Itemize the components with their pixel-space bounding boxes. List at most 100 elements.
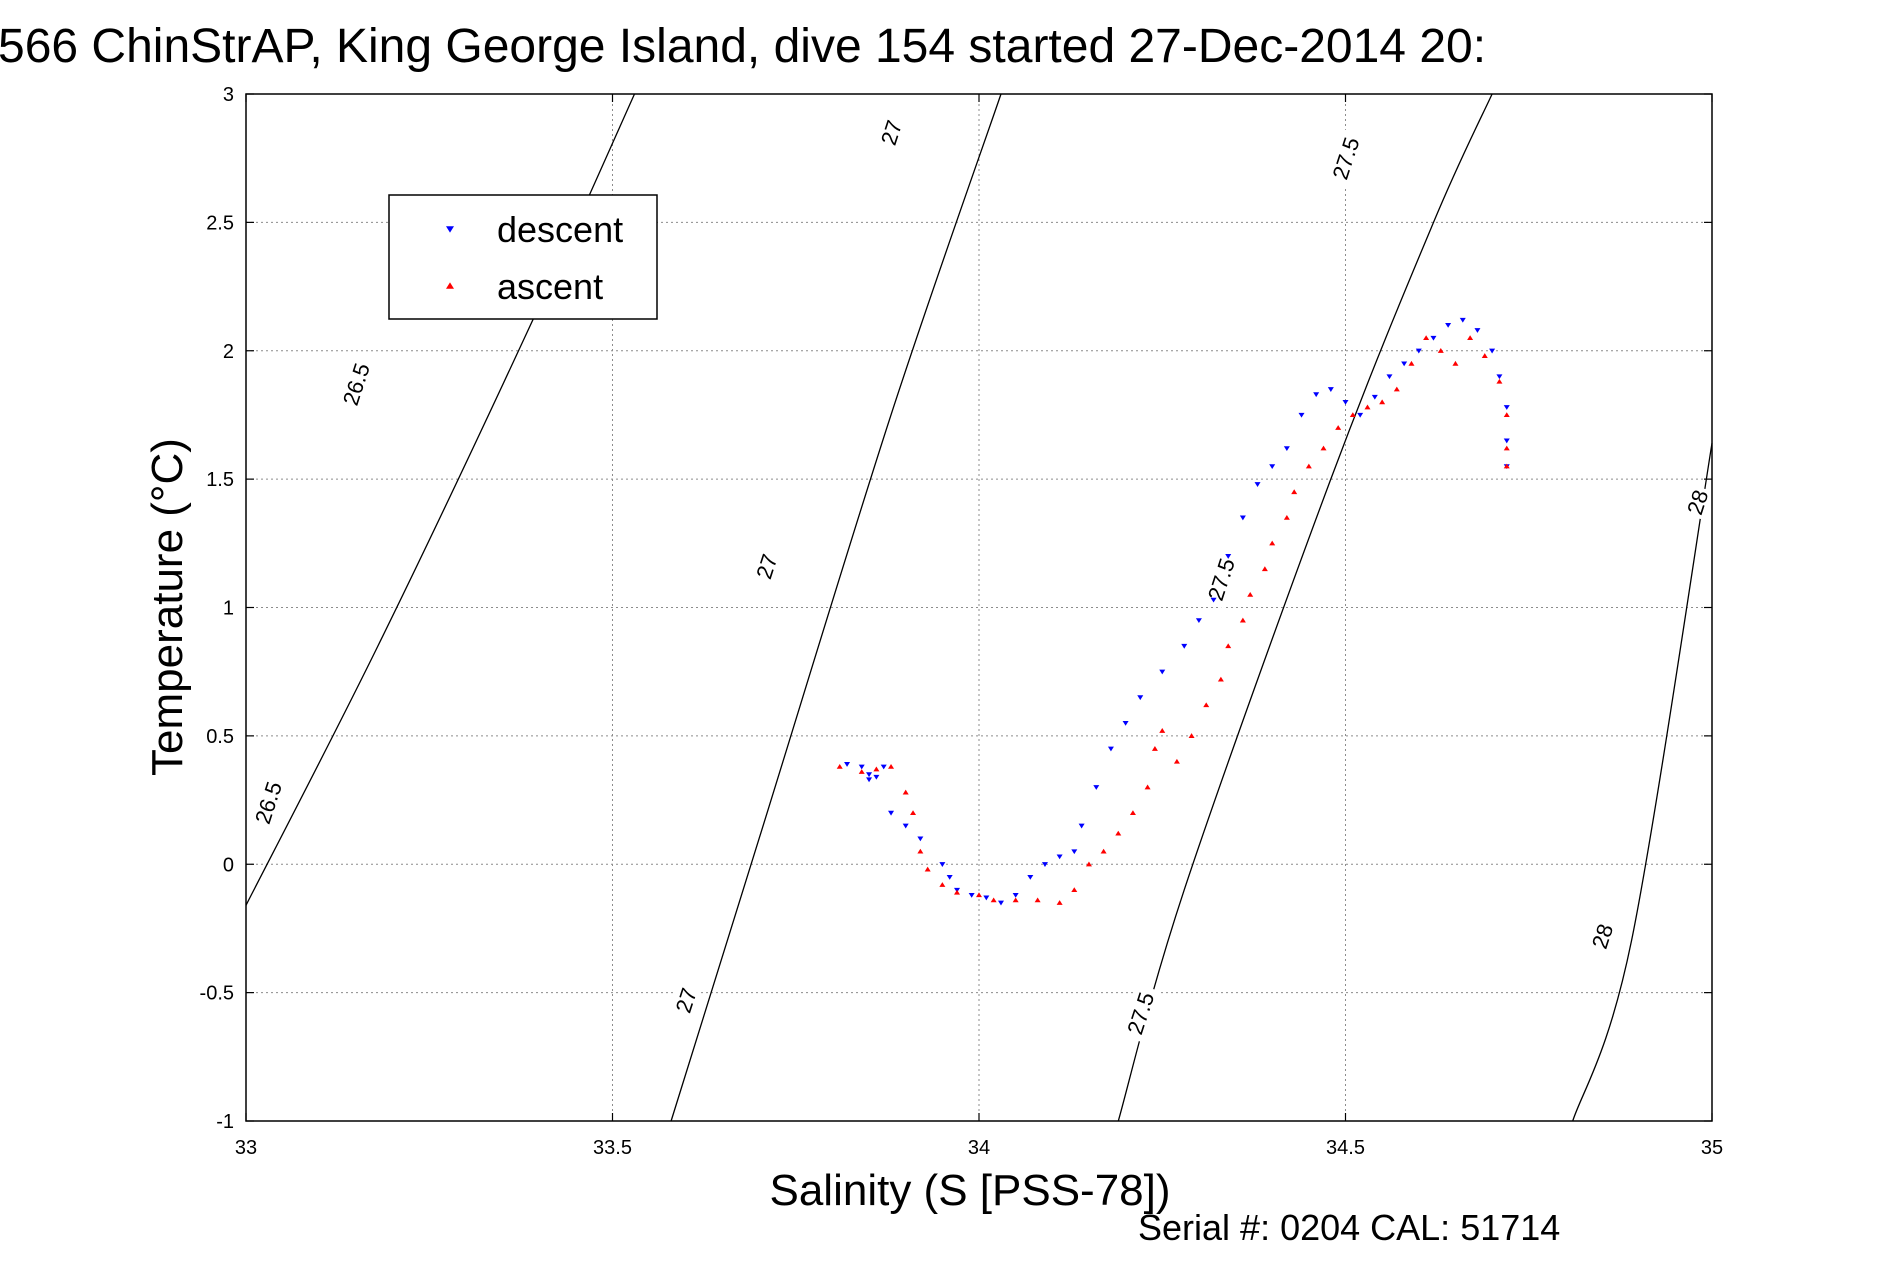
contour-label: 27.5: [1201, 549, 1241, 609]
descent-point: [983, 895, 990, 901]
descent-point: [1342, 400, 1349, 405]
ascent-point: [1144, 784, 1151, 790]
descent-point: [968, 892, 975, 898]
ascent-point: [873, 766, 880, 772]
descent-point: [1489, 348, 1496, 354]
ascent-point: [1269, 540, 1276, 546]
descent-point: [888, 810, 895, 816]
x-tick-label: 35: [1701, 1137, 1723, 1159]
ascent-point: [1408, 360, 1415, 366]
contour-label-bg: [336, 354, 376, 414]
y-tick-label: 2.5: [206, 212, 234, 234]
descent-point: [1078, 823, 1085, 829]
y-tick-label: 0: [223, 854, 234, 876]
ascent-point: [1203, 702, 1210, 708]
legend-label-ascent: ascent: [497, 266, 603, 307]
descent-point: [1474, 328, 1481, 333]
ascent-point: [1305, 463, 1312, 469]
descent-point: [902, 823, 909, 829]
descent-point: [1107, 746, 1114, 752]
ascent-point: [954, 889, 961, 895]
descent-point: [866, 777, 873, 783]
ascent-point: [1173, 758, 1180, 764]
contour-label-bg: [1586, 918, 1619, 955]
contour-label: 28: [1586, 918, 1619, 955]
ascent-point: [858, 769, 865, 774]
ascent-point: [1437, 348, 1444, 353]
descent-point: [866, 772, 873, 778]
x-tick-label: 33: [235, 1137, 257, 1159]
descent-point: [1225, 554, 1232, 559]
x-tick-label: 34: [968, 1137, 990, 1159]
descent-point: [1298, 412, 1305, 418]
descent-point: [1459, 317, 1466, 323]
descent-point: [1027, 874, 1034, 880]
ascent-point: [1151, 746, 1158, 751]
ascent-point: [1496, 378, 1503, 384]
descent-point: [880, 764, 887, 770]
contour-label-text: 27.5: [1122, 989, 1159, 1037]
ascent-point: [1335, 425, 1342, 430]
y-tick-label: 0.5: [206, 726, 234, 748]
ascent-point: [990, 897, 997, 903]
ascent-point: [1320, 445, 1327, 451]
descent-point: [997, 900, 1004, 906]
ascent-point: [1225, 643, 1232, 649]
ascent-point: [1188, 733, 1195, 738]
descent-point: [1386, 374, 1393, 380]
descent-point: [1503, 405, 1510, 410]
ascent-point: [902, 789, 909, 795]
y-tick-label: 1: [223, 598, 234, 620]
contour-label-bg: [750, 548, 783, 585]
descent-point: [1415, 348, 1422, 354]
descent-point: [1239, 515, 1246, 521]
contour-label-bg: [1120, 983, 1161, 1043]
descent-point: [1283, 446, 1290, 452]
contour-label: 27.5: [1325, 128, 1366, 188]
chart-title: 566 ChinStrAP, King George Island, dive …: [0, 20, 1486, 73]
ascent-point: [1159, 728, 1166, 733]
contour-label-bg: [248, 773, 288, 832]
descent-point: [1269, 464, 1276, 469]
descent-point: [1137, 695, 1144, 701]
contour-label: 27: [750, 548, 783, 585]
legend-box: [388, 194, 658, 320]
density-contour-28: [1572, 443, 1713, 1122]
ascent-point: [1379, 399, 1386, 405]
ascent-point: [1467, 335, 1474, 341]
ascent-point: [1115, 830, 1122, 836]
x-tick-label: 34.5: [1326, 1137, 1365, 1159]
legend-marker-descent: [446, 226, 454, 233]
descent-point: [1210, 597, 1217, 603]
ascent-point: [1291, 489, 1298, 495]
density-contour-27: [670, 93, 1002, 1122]
descent-point: [1496, 374, 1503, 380]
ascent-point: [1217, 676, 1224, 682]
descent-point: [1181, 643, 1188, 649]
ascent-point: [1503, 412, 1510, 418]
legend: descent ascent: [388, 194, 658, 320]
ascent-point: [1283, 514, 1290, 520]
ascent-point: [1393, 386, 1400, 392]
ascent-point: [1452, 360, 1459, 366]
ascent-point: [888, 763, 895, 769]
ascent-point: [836, 763, 843, 769]
contour-label: 26.5: [336, 354, 376, 414]
descent-point: [1093, 785, 1100, 790]
ascent-point: [1012, 897, 1019, 903]
y-tick-label: -0.5: [200, 983, 234, 1005]
contour-label-bg: [1201, 549, 1241, 609]
density-contour-27.5: [1117, 93, 1493, 1122]
ascent-point: [1503, 445, 1510, 451]
descent-point: [1195, 618, 1202, 624]
descent-point: [1503, 438, 1510, 444]
legend-label-descent: descent: [497, 209, 623, 250]
descent-point: [1430, 335, 1437, 341]
descent-point: [873, 774, 880, 780]
ascent-point: [1100, 848, 1107, 854]
ascent-point: [917, 848, 924, 854]
grid: [246, 94, 1712, 1121]
descent-point: [1445, 322, 1452, 328]
contour-label: 28: [1681, 484, 1713, 521]
